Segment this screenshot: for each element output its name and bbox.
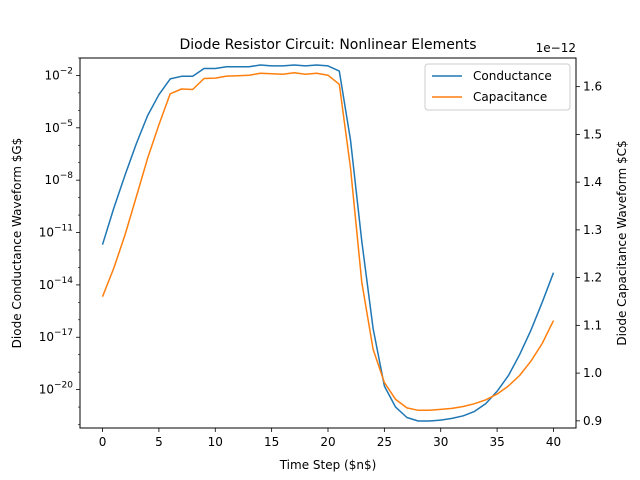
chart-title: Diode Resistor Circuit: Nonlinear Elemen…: [179, 37, 476, 53]
x-axis-title: Time Step ($n$): [279, 458, 377, 472]
x-tick-label: 10: [208, 435, 223, 449]
y-right-tick-label: 1.3: [583, 223, 602, 237]
x-tick-label: 20: [320, 435, 335, 449]
y-left-axis: 10−2 10−5 10−8 10−11 10−14 10−17 10−20: [39, 57, 80, 425]
plot-background: [80, 58, 576, 428]
y-right-axis: 0.9 1.0 1.1 1.2 1.3 1.4 1.5 1.6: [576, 80, 602, 428]
y-left-tick-label: 10−17: [39, 328, 73, 344]
y-left-tick-exponent: −5: [60, 119, 73, 129]
y-left-tick-label: 10−8: [44, 171, 73, 187]
y-right-tick-label: 1.2: [583, 271, 602, 285]
x-tick-label: 40: [546, 435, 561, 449]
y-right-offset-label: 1e−12: [536, 41, 576, 55]
y-left-axis-title: Diode Conductance Waveform $G$: [10, 138, 24, 349]
y-left-tick-label: 10−11: [39, 224, 73, 240]
series-layer: [101, 64, 555, 422]
legend: Conductance Capacitance: [424, 63, 571, 111]
y-left-tick-label: 10−14: [39, 276, 74, 292]
y-left-tick-exponent: −2: [60, 66, 73, 76]
y-left-tick-exponent: −14: [54, 276, 73, 286]
x-tick-label: 0: [99, 435, 107, 449]
y-left-tick-label: 10−5: [44, 119, 73, 135]
y-left-tick-label: 10−20: [39, 381, 74, 397]
legend-label-capacitance: Capacitance: [473, 90, 547, 104]
series-line-capacitance: [101, 72, 555, 412]
y-left-tick-exponent: −20: [54, 381, 73, 391]
y-right-axis-title: Diode Capacitance Waveform $C$: [615, 140, 629, 345]
y-right-tick-label: 1.0: [583, 366, 602, 380]
x-tick-label: 30: [433, 435, 448, 449]
series-line-conductance: [101, 64, 555, 422]
x-axis: 0 5 10 15 20 25 30 35 40: [99, 428, 561, 449]
y-right-tick-label: 1.5: [583, 127, 602, 141]
y-left-tick-exponent: −17: [54, 328, 73, 338]
y-right-tick-label: 1.6: [583, 80, 602, 94]
x-tick-label: 25: [377, 435, 392, 449]
y-left-tick-exponent: −11: [54, 224, 73, 234]
x-tick-label: 35: [489, 435, 504, 449]
x-tick-label: 5: [155, 435, 163, 449]
y-right-tick-label: 0.9: [583, 414, 602, 428]
y-left-tick-exponent: −8: [60, 171, 74, 181]
y-right-tick-label: 1.4: [583, 175, 602, 189]
y-left-tick-label: 10−2: [44, 66, 73, 82]
y-right-tick-label: 1.1: [583, 318, 602, 332]
x-tick-label: 15: [264, 435, 279, 449]
legend-label-conductance: Conductance: [473, 69, 552, 83]
